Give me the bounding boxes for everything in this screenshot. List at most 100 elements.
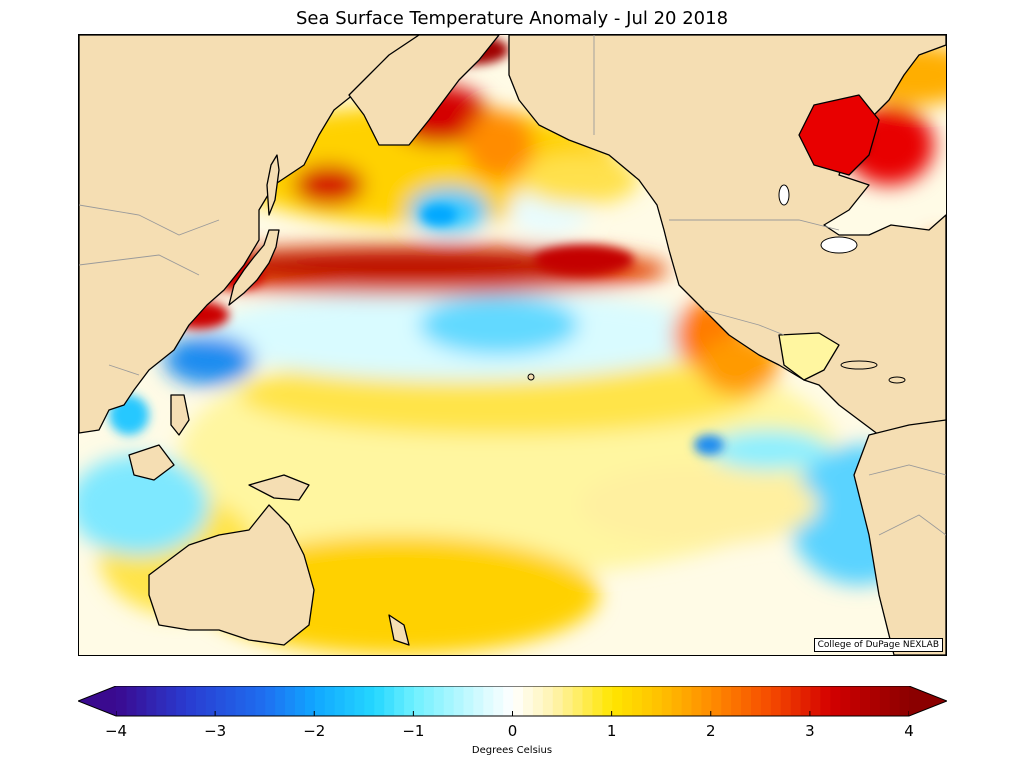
colorbar-segment xyxy=(135,686,147,716)
colorbar-segment xyxy=(799,686,811,716)
colorbar-segment xyxy=(542,686,553,716)
colorbar-segment xyxy=(571,686,583,716)
colorbar-segment xyxy=(641,686,652,716)
colorbar-segment xyxy=(433,686,444,716)
colorbar-segment xyxy=(225,686,236,716)
colorbar-segment xyxy=(710,686,722,716)
colorbar-segment xyxy=(661,686,672,716)
colorbar-segment xyxy=(165,686,177,716)
colorbar-tick-label: 1 xyxy=(606,722,617,740)
colorbar-segment xyxy=(215,686,226,716)
colorbar-segment xyxy=(254,686,266,716)
colorbar-segment xyxy=(879,686,890,716)
colorbar-segment xyxy=(264,686,276,716)
borneo-land xyxy=(128,444,175,481)
sakhalin-land xyxy=(266,154,280,216)
colorbar-segment xyxy=(492,686,504,716)
colorbar xyxy=(78,686,947,717)
colorbar-segment xyxy=(829,686,841,716)
colorbar-segment xyxy=(552,686,563,716)
colorbar-segment xyxy=(403,686,414,716)
colorbar-segment xyxy=(413,686,424,716)
hawaii-island xyxy=(527,373,535,381)
colorbar-segment xyxy=(453,686,464,716)
political-borders xyxy=(79,35,946,536)
colorbar-segment xyxy=(591,686,603,716)
colorbar-segment xyxy=(353,686,365,716)
canada-us-border xyxy=(669,219,840,231)
colorbar-segment xyxy=(393,686,405,716)
south-america-land xyxy=(853,419,946,655)
colorbar-segment xyxy=(770,686,781,716)
south-america-borders xyxy=(868,464,946,536)
colorbar-segment xyxy=(234,686,246,716)
kamchatka-land xyxy=(348,35,500,146)
islands xyxy=(527,360,906,384)
colorbar-segment xyxy=(730,686,742,716)
colorbar-segment xyxy=(740,686,751,716)
map-canvas xyxy=(79,35,946,655)
colorbar-segment xyxy=(324,686,335,716)
colorbar-segment xyxy=(700,686,712,716)
great-lakes xyxy=(820,236,858,254)
colorbar-segment xyxy=(443,686,454,716)
colorbar-segment xyxy=(760,686,771,716)
colorbar-segment xyxy=(363,686,375,716)
colorbar-segment xyxy=(512,686,524,716)
colorbar-segment xyxy=(819,686,831,716)
colorbar-segment xyxy=(562,686,573,716)
colorbar-segment xyxy=(502,686,514,716)
map-title: Sea Surface Temperature Anomaly - Jul 20… xyxy=(295,8,729,29)
colorbar-segment xyxy=(314,686,325,716)
colorbar-tick-label: 4 xyxy=(904,722,914,740)
colorbar-segment xyxy=(839,686,851,716)
colorbar-extend-high xyxy=(909,686,947,716)
colorbar-segment xyxy=(334,686,345,716)
credit-label: College of DuPage NEXLAB xyxy=(813,638,943,652)
colorbar-segment xyxy=(343,686,355,716)
colorbar-segment xyxy=(790,686,801,716)
colorbar-segment xyxy=(611,686,623,716)
lakes xyxy=(778,184,858,254)
colorbar-segment xyxy=(195,686,206,716)
colorbar-segment xyxy=(780,686,791,716)
colorbar-segment xyxy=(175,686,186,716)
colorbar-segment xyxy=(532,686,543,716)
gulf-of-mexico-water xyxy=(778,332,840,381)
colorbar-segment xyxy=(631,686,642,716)
colorbar-tick-label: −4 xyxy=(104,722,128,740)
colorbar-segment xyxy=(284,686,296,716)
colorbar-tick-label: 3 xyxy=(805,722,815,740)
anomaly-field xyxy=(79,45,946,655)
new-guinea-land xyxy=(248,474,310,501)
colorbar-segment xyxy=(462,686,474,716)
colorbar-segment xyxy=(869,686,880,716)
colorbar-tick-label: −3 xyxy=(204,722,227,740)
colorbar-segment xyxy=(145,686,157,716)
colorbar-segment xyxy=(383,686,395,716)
caribbean-island xyxy=(888,376,906,384)
colorbar-segment xyxy=(809,686,821,716)
japan-land xyxy=(228,229,280,306)
colorbar-segment xyxy=(899,686,910,716)
landmasses xyxy=(79,35,946,655)
australia-land xyxy=(148,504,315,646)
colorbar-segment xyxy=(681,686,692,716)
hudson-bay-water xyxy=(798,94,880,176)
colorbar-segment xyxy=(601,686,613,716)
us-mexico-border xyxy=(703,309,785,336)
colorbar-segment xyxy=(482,686,494,716)
cuba-island xyxy=(840,360,878,370)
colorbar-segment xyxy=(651,686,662,716)
colorbar-segment xyxy=(294,686,305,716)
colorbar-segment xyxy=(373,686,385,716)
philippines-land xyxy=(170,394,190,436)
colorbar-segment xyxy=(423,686,434,716)
colorbar-segment xyxy=(690,686,702,716)
colorbar-tick-label: 0 xyxy=(507,722,518,740)
colorbar-segment xyxy=(849,686,861,716)
colorbar-label: Degrees Celsius xyxy=(471,745,553,756)
colorbar-segment xyxy=(472,686,484,716)
asia-borders xyxy=(79,204,220,376)
colorbar-segment xyxy=(581,686,593,716)
